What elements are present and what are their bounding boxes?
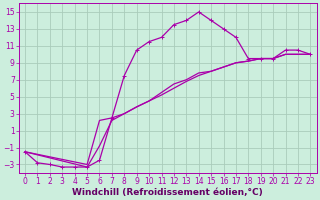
X-axis label: Windchill (Refroidissement éolien,°C): Windchill (Refroidissement éolien,°C) bbox=[72, 188, 263, 197]
